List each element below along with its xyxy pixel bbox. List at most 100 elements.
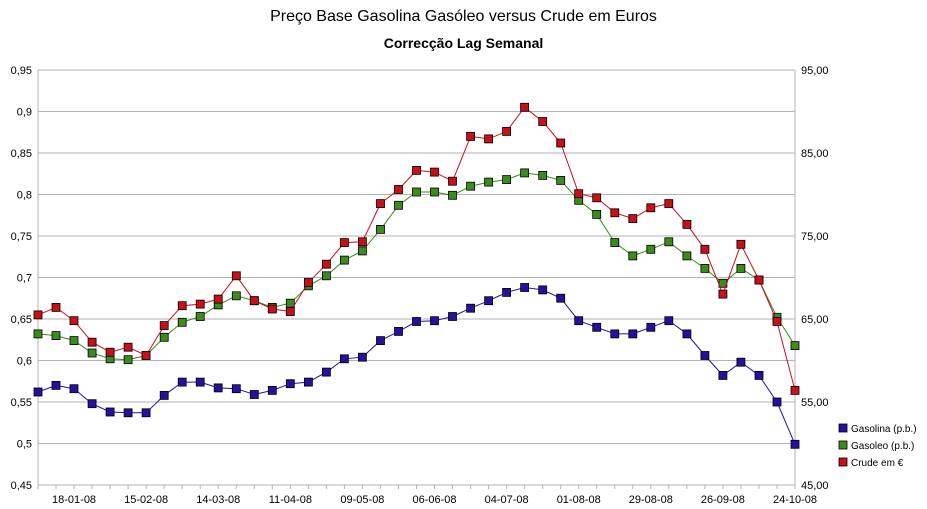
data-point	[754, 275, 764, 285]
data-point	[736, 263, 746, 273]
y-left-tick-label: 0,9	[17, 107, 32, 119]
y-right-tick-label: 55,00	[801, 397, 829, 409]
data-point	[321, 271, 331, 281]
data-point	[69, 316, 79, 326]
data-point	[448, 312, 457, 321]
data-point	[159, 332, 169, 342]
y-left-tick-label: 0,75	[11, 231, 32, 243]
series-line	[37, 172, 796, 361]
data-point	[141, 408, 151, 418]
data-point	[249, 296, 259, 306]
data-point	[33, 387, 43, 397]
data-point	[177, 377, 187, 387]
legend-label: Crude em €	[851, 458, 904, 469]
data-point	[87, 348, 97, 358]
data-point	[285, 298, 295, 308]
x-tick-label: 11-04-08	[269, 494, 312, 506]
data-point	[69, 336, 79, 346]
data-point	[790, 439, 800, 449]
series-line	[37, 106, 796, 391]
data-point	[394, 200, 403, 210]
data-point	[664, 199, 674, 209]
data-point	[646, 322, 656, 332]
data-point	[430, 167, 439, 177]
data-point	[177, 301, 187, 311]
data-point	[141, 351, 151, 360]
y-left-tick-label: 0,7	[17, 273, 32, 285]
y-left-tick-label: 0,65	[11, 314, 32, 326]
legend-label: Gasolina (p.b.)	[851, 424, 917, 435]
y-right-tick-label: 65,00	[801, 314, 829, 326]
data-point	[285, 307, 295, 316]
data-point	[610, 329, 620, 339]
data-point	[357, 237, 367, 247]
data-point	[592, 193, 602, 203]
axes: 0,45 0,5 0,55 0,6 0,65 0,7 0,75 0,8 0,85 0,9 0,95 4…	[11, 65, 829, 506]
data-point	[231, 291, 241, 301]
chart-subtitle: Correcção Lag Semanal	[383, 35, 544, 51]
data-point	[664, 316, 674, 326]
data-point	[592, 322, 602, 332]
data-point	[51, 380, 61, 390]
data-point	[87, 337, 97, 347]
x-tick-label: 18-01-08	[52, 494, 96, 506]
y-left-tick-label: 0,85	[11, 148, 32, 160]
data-point	[448, 176, 457, 186]
data-point	[394, 326, 403, 336]
data-point	[412, 165, 421, 175]
y-right-tick-label: 45,00	[801, 480, 829, 492]
y-right-tick-label: 75,00	[801, 231, 829, 243]
data-point	[339, 238, 349, 248]
data-point	[502, 287, 512, 297]
series-line	[37, 286, 796, 445]
data-point	[105, 347, 115, 357]
legend-label: Gasoleo (p.b.)	[851, 441, 914, 452]
x-tick-label: 06-06-08	[413, 494, 457, 506]
data-point	[556, 175, 566, 185]
data-point	[664, 237, 674, 247]
data-point	[448, 190, 457, 200]
y-left-tick-label: 0,45	[11, 480, 32, 492]
data-point	[430, 187, 439, 197]
data-point	[754, 370, 764, 380]
x-tick-label: 15-02-08	[124, 494, 168, 506]
data-point	[33, 329, 43, 339]
data-point	[628, 214, 638, 224]
legend: Gasolina (p.b.) Gasoleo (p.b.) Crude em €	[838, 423, 917, 469]
y-left-tick-label: 0,55	[11, 397, 32, 409]
data-point	[718, 289, 728, 299]
data-point	[520, 283, 529, 292]
data-point	[339, 255, 349, 265]
data-point	[790, 341, 800, 351]
data-point	[736, 357, 746, 367]
data-point	[249, 390, 259, 399]
data-point	[33, 310, 43, 320]
data-point	[700, 351, 710, 360]
data-point	[538, 285, 548, 295]
data-point	[51, 331, 61, 341]
legend-marker	[838, 423, 848, 433]
x-tick-label: 04-07-08	[485, 494, 529, 506]
data-point	[213, 294, 223, 304]
data-point	[646, 244, 656, 254]
data-point	[610, 238, 620, 248]
data-point	[502, 127, 512, 136]
data-point	[321, 259, 331, 269]
data-point	[502, 175, 512, 185]
data-point	[357, 246, 367, 256]
data-point	[231, 384, 241, 394]
data-point	[376, 336, 385, 346]
data-point	[123, 342, 133, 352]
data-point	[51, 302, 61, 312]
x-tick-label: 29-08-08	[629, 494, 673, 506]
y-left-tick-label: 0,5	[17, 439, 32, 451]
data-point	[556, 293, 566, 303]
data-point	[574, 316, 584, 326]
data-point	[592, 209, 602, 219]
data-point	[718, 370, 728, 380]
x-tick-label: 24-10-08	[773, 494, 817, 506]
x-tick-label: 01-08-08	[557, 494, 601, 506]
legend-marker	[838, 457, 848, 467]
data-point	[231, 271, 241, 281]
